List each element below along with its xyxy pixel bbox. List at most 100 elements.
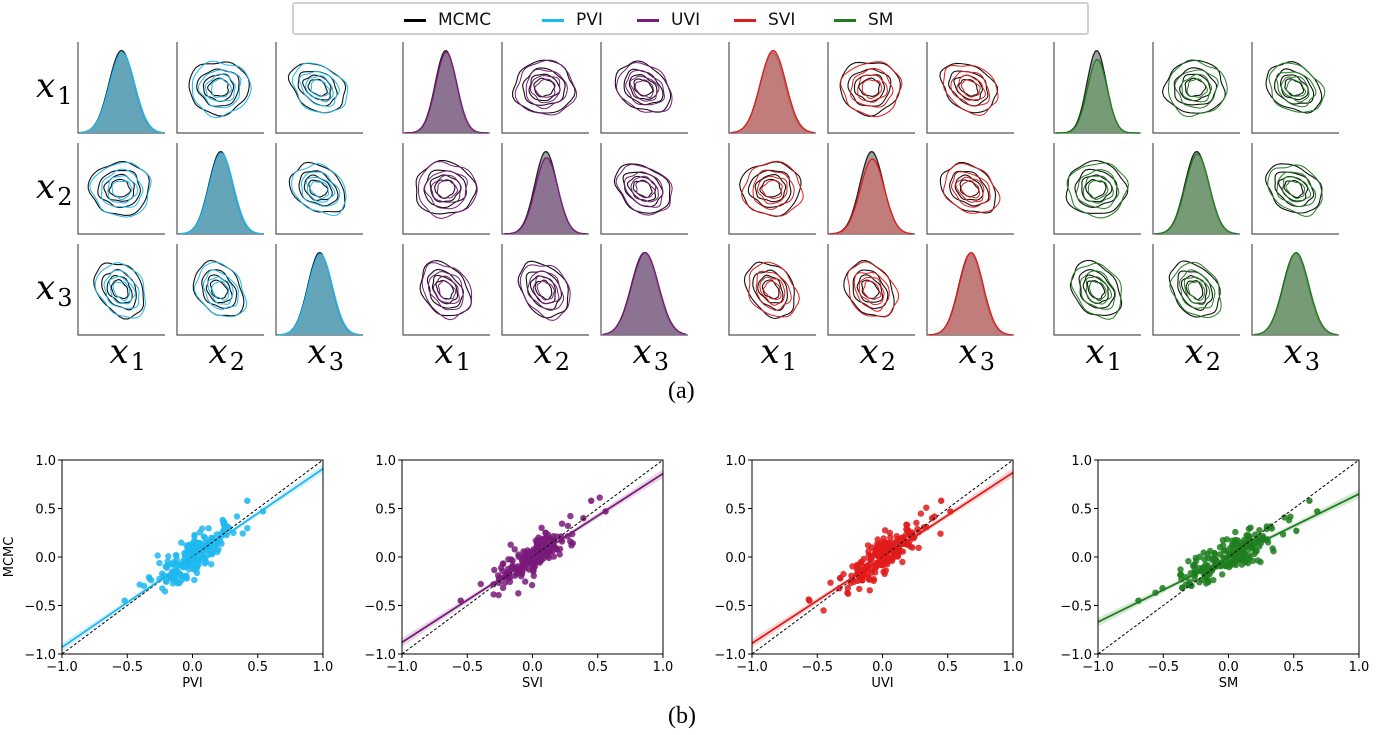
contour-svi (741, 160, 804, 217)
contour-sm (1181, 73, 1213, 103)
y-tick-label: −1.0 (364, 648, 396, 663)
data-point (820, 607, 827, 614)
contour-pvi (107, 175, 138, 204)
data-point (535, 534, 542, 541)
data-point (457, 597, 464, 604)
data-point (1210, 576, 1217, 584)
data-point (827, 579, 834, 586)
axis-label-subscript: 3 (1305, 348, 1320, 376)
data-point (913, 519, 920, 526)
data-point (544, 552, 551, 559)
contour-uvi (430, 174, 462, 203)
x-tick-label: 1.0 (1003, 660, 1024, 675)
data-point (887, 534, 894, 541)
x-tick-label: 0.0 (1218, 660, 1239, 675)
contour-uvi (625, 69, 665, 106)
contour-pvi (94, 262, 146, 319)
pair-cell-uvi-r1-c3 (600, 42, 688, 134)
data-point (190, 538, 198, 545)
marginal-fill-svi (830, 159, 913, 234)
pair-cell-sm-r3-c3 (1251, 244, 1339, 336)
data-point (1185, 558, 1192, 565)
data-point (501, 579, 509, 586)
marginal-line-uvi (504, 157, 588, 235)
data-point (1188, 582, 1195, 589)
data-point (556, 551, 563, 558)
y-axis-label: MCMC (2, 537, 17, 578)
contour-uvi (529, 74, 561, 104)
data-point (528, 581, 536, 589)
contour-pvi (305, 75, 334, 103)
regression-line (402, 472, 663, 644)
contour-svi (955, 176, 985, 203)
pair-cell-sm-r2-c2 (1152, 143, 1240, 235)
y-tick-label: 0.5 (725, 503, 746, 518)
axis-label-x1: x1 (1086, 332, 1122, 376)
contour-uvi (629, 75, 660, 102)
plot-area (1098, 460, 1359, 654)
x-tick-label: 0.5 (247, 660, 268, 675)
data-point (1287, 513, 1294, 520)
pair-cell-uvi-r3-c1 (402, 244, 490, 336)
data-point (917, 510, 925, 517)
contour-mcmc (429, 174, 462, 203)
data-point (1202, 561, 1209, 568)
contour-mcmc (1177, 270, 1214, 311)
contour-uvi (532, 275, 560, 305)
data-point (567, 512, 574, 520)
y-tick-label: 0.0 (375, 551, 396, 566)
contour-mcmc (954, 174, 984, 201)
contour-mcmc (858, 77, 881, 97)
pairplot-pvi: x1 x2 x3 (77, 42, 363, 376)
data-point (1242, 542, 1250, 549)
pair-cell-pvi-r2-c2 (176, 143, 264, 235)
contour-mcmc (202, 73, 235, 103)
data-point (1177, 571, 1184, 579)
contour-svi (942, 162, 1001, 214)
data-point (1220, 547, 1228, 554)
data-point (156, 559, 163, 567)
axis-label-subscript: 3 (329, 348, 344, 376)
contour-mcmc (839, 61, 901, 117)
axis-label-subscript: 2 (230, 348, 245, 376)
axis-label-x1: x1 (435, 332, 471, 376)
pair-axes (926, 42, 1014, 134)
y-tick-label: 0.5 (1071, 503, 1092, 518)
y-tick-label: 1.0 (1071, 454, 1092, 469)
data-point (1253, 548, 1260, 555)
pair-cell-sm-r2-c3 (1251, 143, 1339, 235)
contour-svi (960, 179, 981, 199)
pair-cell-pvi-r1-c2 (176, 42, 264, 134)
legend-item-svi: SVI (734, 10, 795, 30)
contour-mcmc (87, 160, 150, 216)
y-tick-label: 0.5 (35, 503, 56, 518)
contour-mcmc (201, 269, 238, 309)
x-axis-label: PVI (182, 676, 203, 691)
contour-svi (858, 276, 885, 306)
data-point (195, 561, 202, 568)
contour-mcmc (632, 179, 653, 199)
contour-uvi (616, 61, 673, 113)
pair-cell-uvi-r1-c2 (501, 42, 589, 134)
marginal-fill-sm (1254, 252, 1337, 335)
contour-uvi (432, 275, 460, 305)
x-axis-label: UVI (871, 676, 893, 691)
marginal-fill-pvi (80, 53, 163, 133)
pair-cell-sm-r1-c2 (1152, 42, 1240, 134)
data-point (1219, 536, 1227, 544)
x-tick-label: −1.0 (1082, 660, 1114, 675)
pair-axes (275, 143, 363, 235)
legend-label: SVI (768, 10, 796, 30)
data-point (536, 559, 543, 566)
data-point (154, 552, 161, 559)
data-point (553, 533, 561, 540)
pair-cell-uvi-r2-c3 (600, 143, 688, 235)
y-tick-label: −0.5 (364, 600, 396, 615)
contour-mcmc (853, 74, 886, 103)
data-point (165, 553, 172, 560)
pair-axes (176, 42, 264, 134)
pair-cell-sm-r1-c3 (1251, 42, 1339, 134)
legend-item-uvi: UVI (637, 10, 700, 30)
data-point (1230, 557, 1237, 565)
contour-uvi (630, 175, 659, 203)
